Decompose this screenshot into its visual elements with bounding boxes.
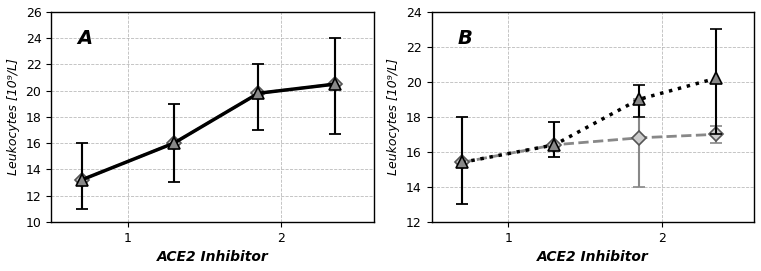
Text: A: A xyxy=(77,29,92,48)
Y-axis label: Leukocytes [10⁹/L]: Leukocytes [10⁹/L] xyxy=(7,59,20,175)
Y-axis label: Leukocytes [10⁹/L]: Leukocytes [10⁹/L] xyxy=(387,59,400,175)
Text: B: B xyxy=(457,29,473,48)
X-axis label: ACE2 Inhibitor: ACE2 Inhibitor xyxy=(537,250,648,264)
X-axis label: ACE2 Inhibitor: ACE2 Inhibitor xyxy=(157,250,268,264)
